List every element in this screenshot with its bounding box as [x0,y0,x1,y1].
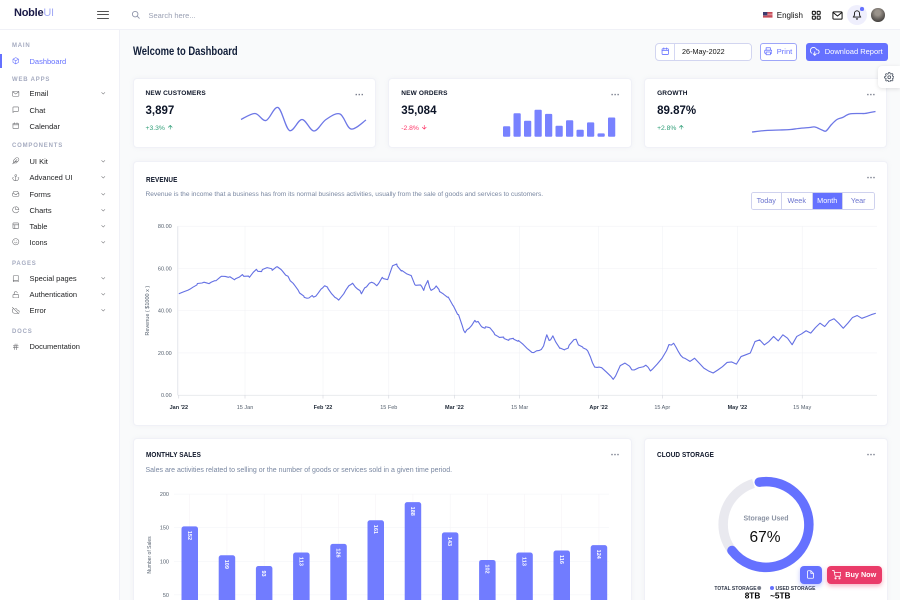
svg-text:TOTAL STORAGE: TOTAL STORAGE [714,586,757,592]
svg-text:152: 152 [185,531,191,540]
svg-text:102: 102 [483,564,489,573]
svg-text:May '22: May '22 [727,405,747,411]
svg-text:93: 93 [260,571,266,577]
svg-text:80.00: 80.00 [157,224,171,230]
svg-text:20.00: 20.00 [157,350,171,356]
svg-text:15 Mar: 15 Mar [511,405,528,411]
svg-text:113: 113 [520,557,526,566]
svg-text:~5TB: ~5TB [770,592,790,600]
svg-text:200: 200 [159,492,168,498]
svg-text:USED STORAGE: USED STORAGE [776,586,817,592]
svg-text:Apr '22: Apr '22 [589,405,607,411]
svg-text:124: 124 [594,550,600,560]
svg-text:0.00: 0.00 [160,393,171,399]
svg-text:40.00: 40.00 [157,308,171,314]
svg-text:Storage Used: Storage Used [743,516,788,523]
svg-text:126: 126 [334,548,340,557]
svg-text:8TB: 8TB [745,592,761,600]
svg-text:143: 143 [446,537,452,546]
svg-text:150: 150 [159,526,168,532]
svg-text:Jan '22: Jan '22 [169,405,187,411]
svg-text:Revenue ( $1000 x ): Revenue ( $1000 x ) [145,285,151,335]
svg-text:161: 161 [371,525,377,534]
svg-text:109: 109 [222,560,228,569]
svg-text:15 Jan: 15 Jan [236,405,253,411]
svg-text:50: 50 [162,593,168,599]
svg-text:67%: 67% [749,529,780,546]
svg-text:15 Feb: 15 Feb [380,405,397,411]
svg-text:188: 188 [408,507,414,516]
svg-text:15 Apr: 15 Apr [654,405,670,411]
svg-text:Mar '22: Mar '22 [445,405,464,411]
svg-text:Number of Sales: Number of Sales [147,536,153,574]
svg-text:Feb '22: Feb '22 [313,405,332,411]
svg-text:113: 113 [297,557,303,566]
svg-text:116: 116 [557,555,563,564]
svg-text:15 May: 15 May [793,405,811,411]
svg-text:100: 100 [159,559,168,565]
svg-text:60.00: 60.00 [157,266,171,272]
